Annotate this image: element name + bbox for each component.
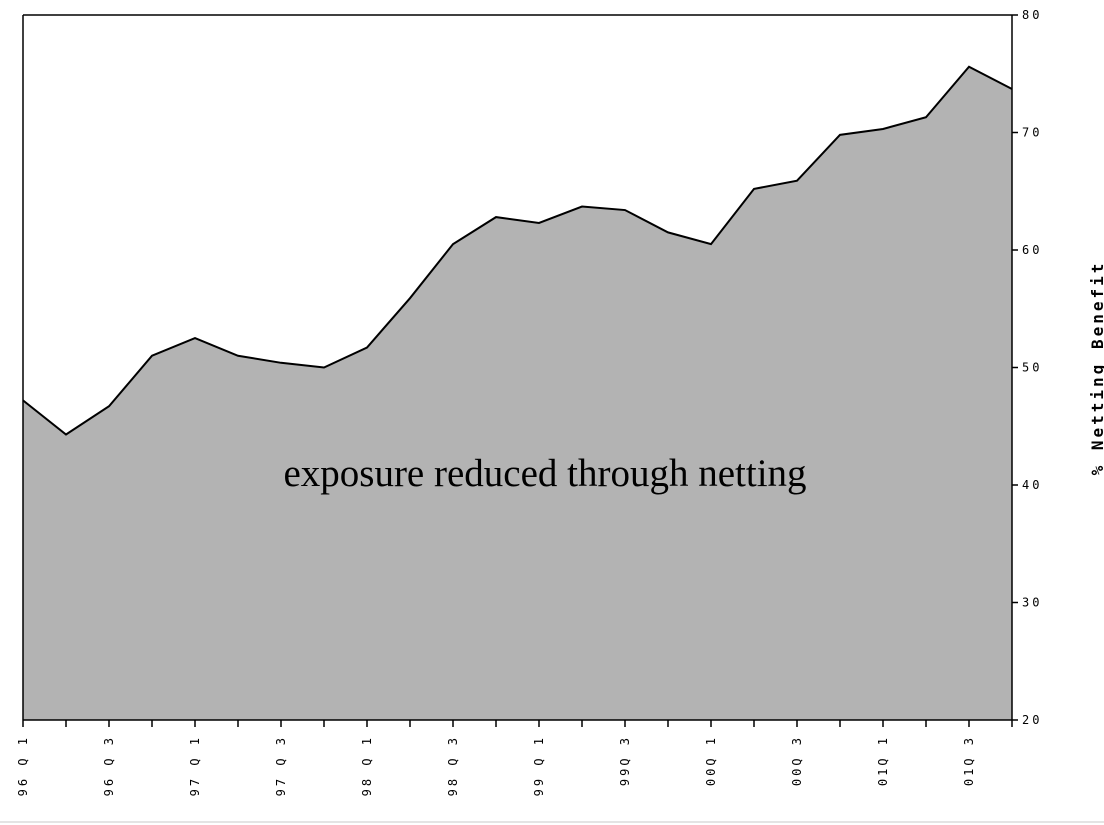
x-tick-label: 97 Q 1 xyxy=(188,735,202,796)
y-tick-label: 60 xyxy=(1022,243,1042,257)
chart-annotation: exposure reduced through netting xyxy=(283,452,806,495)
x-tick-label: 01Q 1 xyxy=(876,735,890,786)
y-tick-label: 50 xyxy=(1022,361,1042,375)
axes: 20 30 40 50 60 70 80 96 Q 1 96 Q 3 97 Q 1 97 Q 3 98… xyxy=(0,8,1104,823)
x-tick-label: 99 Q 1 xyxy=(532,735,546,796)
series-line xyxy=(22,65,1013,436)
x-tick-label: 99Q 3 xyxy=(618,735,632,786)
area-fill xyxy=(23,66,1012,720)
x-tick-label: 01Q 3 xyxy=(962,735,976,786)
x-tick-label: 98 Q 3 xyxy=(446,735,460,796)
y-tick-label: 20 xyxy=(1022,713,1042,727)
x-tick-label: 00Q 1 xyxy=(704,735,718,786)
y-tick-label: 30 xyxy=(1022,596,1042,610)
x-tick-label: 00Q 3 xyxy=(790,735,804,786)
y-axis-label: % Netting Benefit xyxy=(1088,261,1104,476)
plot-area xyxy=(22,65,1013,720)
x-tick-label: 98 Q 1 xyxy=(360,735,374,796)
x-tick-label: 96 Q 1 xyxy=(16,735,30,796)
x-tick-label: 96 Q 3 xyxy=(102,735,116,796)
y-tick-label: 70 xyxy=(1022,126,1042,140)
y-tick-label: 80 xyxy=(1022,8,1042,22)
y-tick-label: 40 xyxy=(1022,478,1042,492)
x-tick-label: 97 Q 3 xyxy=(274,735,288,796)
